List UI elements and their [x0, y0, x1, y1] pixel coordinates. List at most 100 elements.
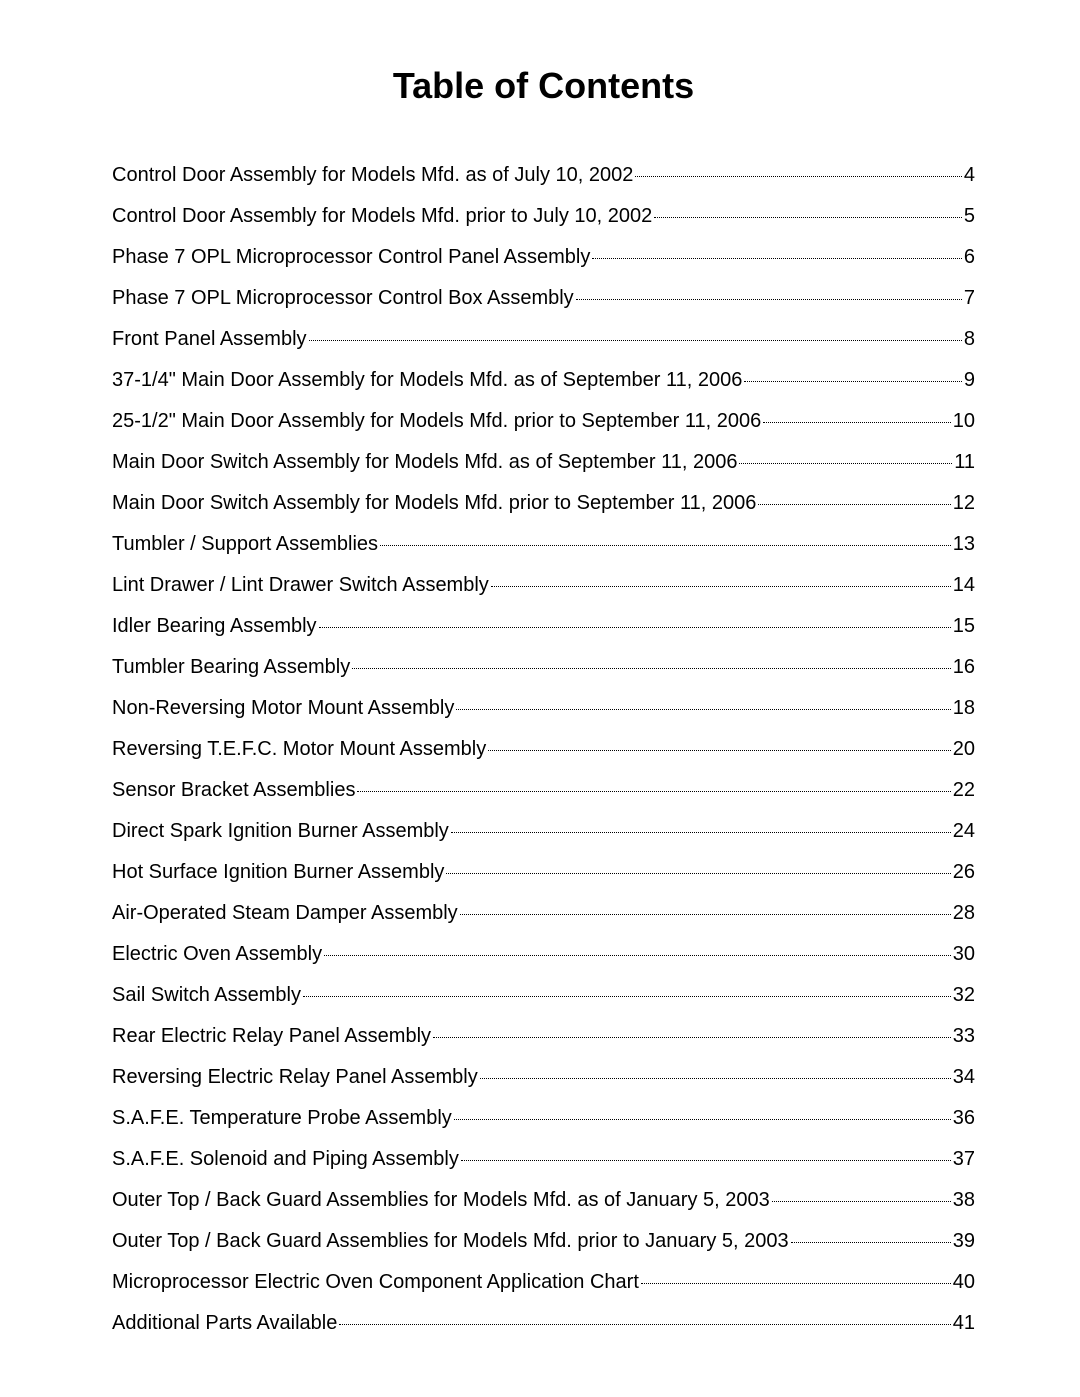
- toc-entry-label: Additional Parts Available: [112, 1310, 337, 1336]
- toc-dots: [480, 1078, 951, 1079]
- toc-entry-page: 28: [953, 900, 975, 926]
- toc-entry: Additional Parts Available 41: [112, 1310, 975, 1336]
- toc-entry-page: 41: [953, 1310, 975, 1336]
- toc-entry-page: 24: [953, 818, 975, 844]
- toc-entry: Lint Drawer / Lint Drawer Switch Assembl…: [112, 572, 975, 598]
- toc-entry: Hot Surface Ignition Burner Assembly 26: [112, 859, 975, 885]
- toc-entry: Direct Spark Ignition Burner Assembly 24: [112, 818, 975, 844]
- toc-entry: Control Door Assembly for Models Mfd. pr…: [112, 203, 975, 229]
- toc-entry: 25-1/2" Main Door Assembly for Models Mf…: [112, 408, 975, 434]
- toc-entry-page: 37: [953, 1146, 975, 1172]
- toc-entry-page: 13: [953, 531, 975, 557]
- toc-dots: [303, 996, 951, 997]
- toc-entry-label: Sensor Bracket Assemblies: [112, 777, 355, 803]
- toc-dots: [641, 1283, 951, 1284]
- toc-entry-page: 15: [953, 613, 975, 639]
- toc-dots: [339, 1324, 950, 1325]
- toc-dots: [763, 422, 950, 423]
- toc-dots: [433, 1037, 951, 1038]
- toc-dots: [319, 627, 951, 628]
- toc-entry: Main Door Switch Assembly for Models Mfd…: [112, 490, 975, 516]
- toc-entry-page: 8: [964, 326, 975, 352]
- toc-entry: S.A.F.E. Temperature Probe Assembly 36: [112, 1105, 975, 1131]
- toc-dots: [791, 1242, 951, 1243]
- toc-dots: [744, 381, 962, 382]
- toc-entry-label: Tumbler Bearing Assembly: [112, 654, 350, 680]
- toc-entry: Microprocessor Electric Oven Component A…: [112, 1269, 975, 1295]
- toc-entry-label: Reversing T.E.F.C. Motor Mount Assembly: [112, 736, 486, 762]
- toc-entry-label: Electric Oven Assembly: [112, 941, 322, 967]
- toc-entry-page: 18: [953, 695, 975, 721]
- toc-entry: Sail Switch Assembly 32: [112, 982, 975, 1008]
- toc-entry-page: 38: [953, 1187, 975, 1213]
- toc-entry: Phase 7 OPL Microprocessor Control Panel…: [112, 244, 975, 270]
- toc-dots: [357, 791, 950, 792]
- toc-entry-page: 32: [953, 982, 975, 1008]
- toc-entry-label: Microprocessor Electric Oven Component A…: [112, 1269, 639, 1295]
- toc-dots: [454, 1119, 951, 1120]
- toc-dots: [576, 299, 962, 300]
- toc-entry: Phase 7 OPL Microprocessor Control Box A…: [112, 285, 975, 311]
- toc-entry-label: Idler Bearing Assembly: [112, 613, 317, 639]
- toc-dots: [380, 545, 951, 546]
- toc-entry-label: Outer Top / Back Guard Assemblies for Mo…: [112, 1228, 789, 1254]
- toc-entry-label: Tumbler / Support Assemblies: [112, 531, 378, 557]
- toc-entry-page: 7: [964, 285, 975, 311]
- toc-entry-label: Front Panel Assembly: [112, 326, 307, 352]
- toc-dots: [739, 463, 952, 464]
- toc-entry: Tumbler Bearing Assembly16: [112, 654, 975, 680]
- toc-entry-label: 25-1/2" Main Door Assembly for Models Mf…: [112, 408, 761, 434]
- toc-entry: Reversing T.E.F.C. Motor Mount Assembly 2…: [112, 736, 975, 762]
- toc-entry-label: Phase 7 OPL Microprocessor Control Box A…: [112, 285, 574, 311]
- toc-entry-page: 11: [954, 449, 975, 475]
- toc-entry-label: Phase 7 OPL Microprocessor Control Panel…: [112, 244, 590, 270]
- toc-dots: [352, 668, 951, 669]
- toc-dots: [446, 873, 950, 874]
- toc-entry-label: Outer Top / Back Guard Assemblies for Mo…: [112, 1187, 770, 1213]
- toc-entry: Reversing Electric Relay Panel Assembly 3…: [112, 1064, 975, 1090]
- toc-dots: [592, 258, 962, 259]
- toc-entry-page: 26: [953, 859, 975, 885]
- toc-entry: Main Door Switch Assembly for Models Mfd…: [112, 449, 975, 475]
- toc-entry: S.A.F.E. Solenoid and Piping Assembly 37: [112, 1146, 975, 1172]
- toc-entry-label: Non-Reversing Motor Mount Assembly: [112, 695, 454, 721]
- toc-entry: Air-Operated Steam Damper Assembly28: [112, 900, 975, 926]
- toc-dots: [758, 504, 950, 505]
- toc-dots: [460, 914, 951, 915]
- toc-entry-page: 5: [964, 203, 975, 229]
- toc-entry-page: 12: [953, 490, 975, 516]
- toc-entry-page: 34: [953, 1064, 975, 1090]
- toc-entry-label: Lint Drawer / Lint Drawer Switch Assembl…: [112, 572, 489, 598]
- toc-entry-label: Sail Switch Assembly: [112, 982, 301, 1008]
- toc-entry: Control Door Assembly for Models Mfd. as…: [112, 162, 975, 188]
- toc-entry: Sensor Bracket Assemblies 22: [112, 777, 975, 803]
- page-title: Table of Contents: [112, 65, 975, 107]
- toc-list: Control Door Assembly for Models Mfd. as…: [112, 162, 975, 1336]
- toc-dots: [309, 340, 962, 341]
- toc-entry-page: 39: [953, 1228, 975, 1254]
- toc-entry-page: 6: [964, 244, 975, 270]
- toc-entry-page: 14: [953, 572, 975, 598]
- toc-entry: Electric Oven Assembly30: [112, 941, 975, 967]
- toc-dots: [635, 176, 962, 177]
- toc-entry-label: 37-1/4" Main Door Assembly for Models Mf…: [112, 367, 742, 393]
- toc-entry-label: Direct Spark Ignition Burner Assembly: [112, 818, 449, 844]
- toc-entry: Tumbler / Support Assemblies 13: [112, 531, 975, 557]
- toc-entry-page: 33: [953, 1023, 975, 1049]
- toc-entry-label: Reversing Electric Relay Panel Assembly: [112, 1064, 478, 1090]
- toc-entry: Rear Electric Relay Panel Assembly 33: [112, 1023, 975, 1049]
- toc-entry-page: 22: [953, 777, 975, 803]
- toc-entry-label: Control Door Assembly for Models Mfd. pr…: [112, 203, 652, 229]
- toc-dots: [461, 1160, 951, 1161]
- toc-entry-label: S.A.F.E. Solenoid and Piping Assembly: [112, 1146, 459, 1172]
- toc-entry-page: 20: [953, 736, 975, 762]
- toc-entry-page: 36: [953, 1105, 975, 1131]
- toc-dots: [451, 832, 951, 833]
- toc-entry-label: S.A.F.E. Temperature Probe Assembly: [112, 1105, 452, 1131]
- toc-entry-page: 40: [953, 1269, 975, 1295]
- toc-entry: Front Panel Assembly 8: [112, 326, 975, 352]
- toc-entry-label: Rear Electric Relay Panel Assembly: [112, 1023, 431, 1049]
- toc-dots: [491, 586, 951, 587]
- toc-entry-label: Control Door Assembly for Models Mfd. as…: [112, 162, 633, 188]
- toc-entry-label: Hot Surface Ignition Burner Assembly: [112, 859, 444, 885]
